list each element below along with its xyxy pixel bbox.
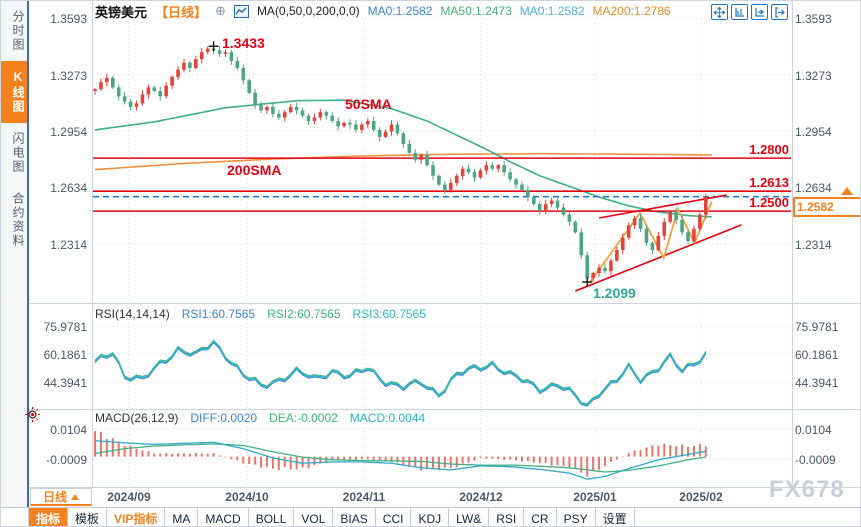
sidebar: 分时图 K线图 闪电图 合约资料 xyxy=(1,1,29,526)
diff-value: DIFF:0.0020 xyxy=(190,411,258,425)
rsi-tick-right: 60.1861 xyxy=(795,348,839,362)
main-tick-right: 1.2634 xyxy=(795,181,832,195)
low-price-label: 1.2099 xyxy=(593,285,636,301)
axis-forward-icon[interactable] xyxy=(751,4,768,20)
chart-tool-icons xyxy=(711,4,788,20)
main-tick-left: 1.2954 xyxy=(50,125,87,139)
macd-tick-left: 0.0104 xyxy=(50,423,87,437)
date-tick: 2024/10 xyxy=(225,490,269,504)
tab-ma[interactable]: MA xyxy=(165,508,199,526)
tab-vol[interactable]: VOL xyxy=(294,508,334,526)
rsi2-value: RSI2:60.7565 xyxy=(267,307,341,321)
ma200-value: MA200:1.2786 xyxy=(592,4,671,18)
indicator-settings-icon[interactable] xyxy=(25,407,40,422)
support-level-label: 1.2500 xyxy=(749,195,789,210)
tab-templates[interactable]: 模板 xyxy=(68,508,108,526)
rsi3-value: RSI3:60.7565 xyxy=(352,307,426,321)
date-tick: 2024/11 xyxy=(342,490,386,504)
pan-move-icon[interactable] xyxy=(711,4,728,20)
rsi-panel-divider xyxy=(29,303,860,304)
chart-header: 英镑美元 【日线】 ⊕ MA(0,50,0,200,0,0) MA0:1.2582 … xyxy=(95,3,671,20)
date-tick: 2024/09 xyxy=(107,490,151,504)
main-tick-left: 1.2634 xyxy=(50,181,87,195)
date-tick: 2024/12 xyxy=(459,490,503,504)
macd-value: MACD:0.0044 xyxy=(349,411,426,425)
tab-cr[interactable]: CR xyxy=(524,508,557,526)
toolbar-corner xyxy=(1,507,29,526)
peak-price-label: 1.3433 xyxy=(222,35,265,51)
date-tick: 2025/01 xyxy=(573,490,617,504)
current-price-badge: 1.2582 xyxy=(793,197,860,217)
dea-value: DEA:-0.0002 xyxy=(269,411,338,425)
tab-settings[interactable]: 设置 xyxy=(596,508,635,526)
sma200-label: 200SMA xyxy=(227,162,282,178)
indicator-toolbar: 指标 模板 VIP指标 MA MACD BOLL VOL BIAS CCI KD… xyxy=(29,507,860,526)
axis-scale-icon[interactable] xyxy=(731,4,748,20)
rsi-tick-left: 44.3941 xyxy=(43,376,87,390)
sidebar-item-contract-info[interactable]: 合约资料 xyxy=(11,192,25,248)
tab-lwr[interactable]: LW& xyxy=(449,508,490,526)
tab-rsi[interactable]: RSI xyxy=(489,508,525,526)
sidebar-item-kline[interactable]: K线图 xyxy=(1,61,27,123)
right-axis-divider xyxy=(792,1,793,487)
ma50-value: MA50:1.2473 xyxy=(440,4,512,18)
period-tag: 【日线】 xyxy=(155,4,208,20)
tab-psy[interactable]: PSY xyxy=(557,508,596,526)
macd-tick-right: -0.0009 xyxy=(795,453,836,467)
xaxis-divider xyxy=(29,487,860,488)
price-up-arrow-icon xyxy=(841,187,853,195)
ma0-value: MA0:1.2582 xyxy=(367,4,433,18)
indicator-params: MA(0,50,0,200,0,0) xyxy=(256,4,360,18)
timeframe-label: 日线 xyxy=(42,490,67,504)
macd-tick-left: -0.0009 xyxy=(46,453,87,467)
left-axis-divider xyxy=(92,1,93,487)
rsi1-value: RSI1:60.7565 xyxy=(181,307,256,321)
tab-indicators[interactable]: 指标 xyxy=(29,508,69,526)
sidebar-item-timeshare[interactable]: 分时图 xyxy=(11,10,25,52)
rsi-tick-right: 75.9781 xyxy=(795,320,839,334)
macd-panel-divider xyxy=(29,409,860,410)
rsi-header: RSI(14,14,14) RSI1:60.7565 RSI2:60.7565 … xyxy=(95,307,426,321)
tab-bias[interactable]: BIAS xyxy=(333,508,376,526)
tab-boll[interactable]: BOLL xyxy=(249,508,295,526)
rsi-title: RSI(14,14,14) xyxy=(95,307,170,321)
sidebar-item-lightning[interactable]: 闪电图 xyxy=(11,132,25,174)
main-tick-left: 1.2314 xyxy=(50,238,87,252)
chevron-up-icon xyxy=(71,493,79,500)
chart-type-icon[interactable] xyxy=(233,4,249,18)
macd-title: MACD(26,12,9) xyxy=(95,411,179,425)
rsi-tick-left: 75.9781 xyxy=(43,320,87,334)
watermark: FX678 xyxy=(769,476,845,503)
sma50-label: 50SMA xyxy=(345,96,392,112)
main-tick-right: 1.3593 xyxy=(795,12,832,26)
main-tick-left: 1.3593 xyxy=(50,12,87,26)
main-tick-right: 1.3273 xyxy=(795,69,832,83)
resistance-level-label: 1.2800 xyxy=(749,142,789,157)
macd-header: MACD(26,12,9) DIFF:0.0020 DEA:-0.0002 MA… xyxy=(95,411,425,425)
tab-macd[interactable]: MACD xyxy=(198,508,249,526)
macd-tick-right: 0.0104 xyxy=(795,423,832,437)
exit-chart-icon[interactable] xyxy=(771,4,788,20)
add-indicator-icon[interactable]: ⊕ xyxy=(215,3,226,18)
rsi-tick-left: 60.1861 xyxy=(43,348,87,362)
timeframe-dropdown[interactable]: 日线 xyxy=(30,488,92,506)
main-tick-right: 1.2954 xyxy=(795,125,832,139)
date-tick: 2025/02 xyxy=(679,490,723,504)
main-tick-right: 1.2314 xyxy=(795,238,832,252)
ma0b-value: MA0:1.2582 xyxy=(519,4,585,18)
symbol-title: 英镑美元 xyxy=(95,4,148,20)
tab-vip-indicators[interactable]: VIP指标 xyxy=(107,508,166,526)
mid-level-label: 1.2613 xyxy=(749,175,789,190)
main-tick-left: 1.3273 xyxy=(50,69,87,83)
tab-cci[interactable]: CCI xyxy=(376,508,412,526)
rsi-tick-right: 44.3941 xyxy=(795,376,839,390)
tab-kdj[interactable]: KDJ xyxy=(411,508,450,526)
